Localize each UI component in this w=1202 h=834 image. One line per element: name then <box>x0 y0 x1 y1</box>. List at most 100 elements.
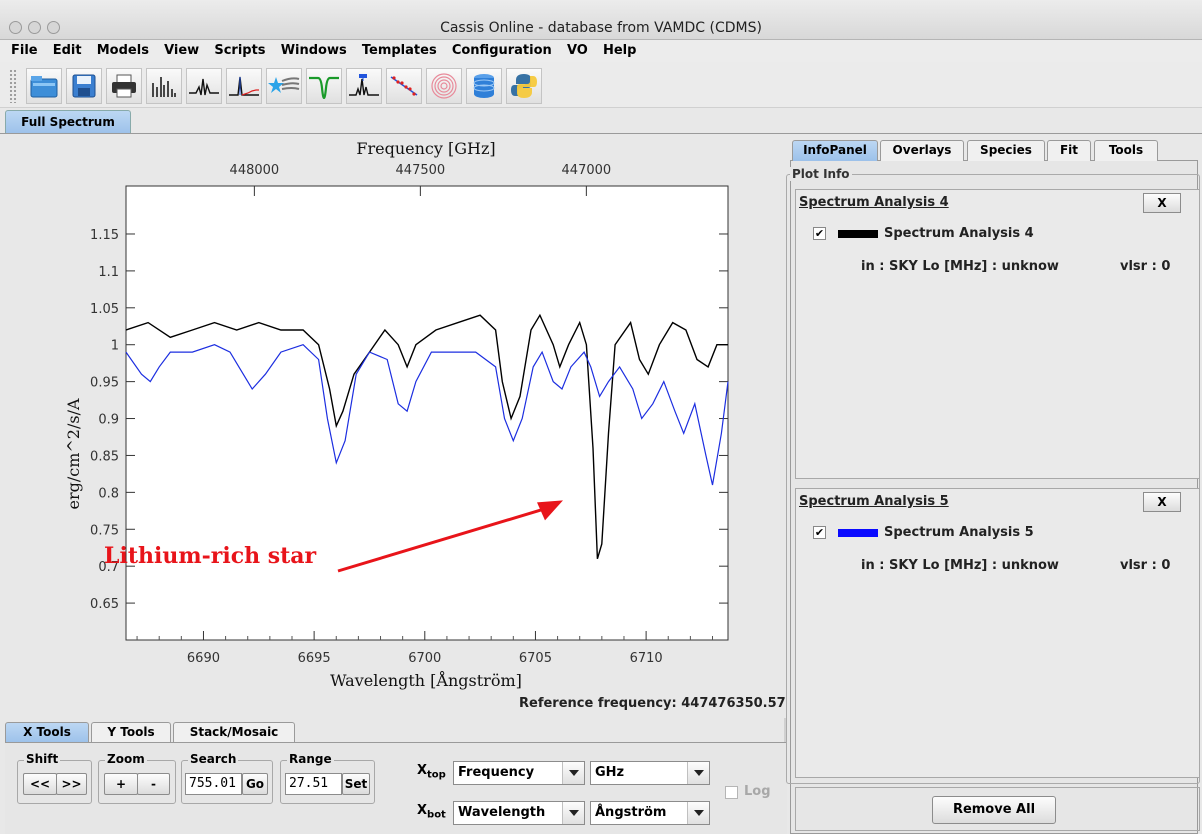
series-vlsr: vlsr : 0 <box>1120 259 1171 274</box>
reference-frequency: Reference frequency: 447476350.57 <box>519 696 786 711</box>
toolbar <box>0 62 1202 108</box>
rotational-diagram-icon[interactable] <box>386 68 422 104</box>
menu-scripts[interactable]: Scripts <box>214 43 266 58</box>
search-group: Search <box>181 752 273 804</box>
chevron-down-icon[interactable] <box>562 802 584 824</box>
menu-windows[interactable]: Windows <box>280 43 347 58</box>
annotation-arrow <box>337 504 554 573</box>
x-bot-unit-select[interactable]: Ångström <box>590 801 710 825</box>
range-group: Range <box>280 752 375 804</box>
spectrum-analysis-card: Spectrum Analysis 5 X ✔ Spectrum Analysi… <box>795 488 1200 778</box>
zoom-in-button[interactable]: + <box>104 773 138 795</box>
menu-models[interactable]: Models <box>96 43 149 58</box>
close-analysis-button[interactable]: X <box>1143 193 1181 213</box>
plot-frame <box>125 185 729 641</box>
save-icon[interactable] <box>66 68 102 104</box>
remove-all-button[interactable]: Remove All <box>932 796 1056 824</box>
chevron-down-icon[interactable] <box>687 762 709 784</box>
range-set-button[interactable]: Set <box>342 773 370 795</box>
line-identification-icon[interactable] <box>346 68 382 104</box>
x-tick-label: 6695 <box>298 651 331 666</box>
chevron-down-icon[interactable] <box>687 802 709 824</box>
tab-species[interactable]: Species <box>967 140 1045 161</box>
absorption-line-icon[interactable] <box>306 68 342 104</box>
y-tick-label: 1.1 <box>98 265 119 280</box>
chevron-down-icon[interactable] <box>562 762 584 784</box>
range-input[interactable]: 27.51 <box>285 773 342 795</box>
log-label: Log <box>744 784 771 799</box>
x-bot-label: Xbot <box>417 803 446 821</box>
x-top-quantity-select[interactable]: Frequency <box>453 761 585 785</box>
window-title: Cassis Online - database from VAMDC (CDM… <box>440 20 762 36</box>
y-tick-label: 0.75 <box>90 523 119 538</box>
top-axis-title: Frequency [GHz] <box>356 139 495 158</box>
title-bar: Cassis Online - database from VAMDC (CDM… <box>0 0 1202 40</box>
top-tick-label: 447000 <box>562 163 612 178</box>
annotation-text: Lithium-rich star <box>104 543 317 569</box>
y-tick-label: 1 <box>111 339 119 354</box>
y-tick-label: 0.95 <box>90 376 119 391</box>
spectrum-lines-icon[interactable] <box>146 68 182 104</box>
y-tick-label: 0.8 <box>98 486 119 501</box>
tab-infopanel[interactable]: InfoPanel <box>792 140 878 161</box>
tab-tools[interactable]: Tools <box>1094 140 1158 161</box>
visibility-checkbox[interactable]: ✔ <box>813 227 826 240</box>
x-top-label: Xtop <box>417 763 446 781</box>
toolbar-grip-icon[interactable] <box>9 69 17 103</box>
menu-templates[interactable]: Templates <box>361 43 437 58</box>
tab-overlays[interactable]: Overlays <box>880 140 964 161</box>
search-input[interactable]: 755.01 <box>185 773 242 795</box>
spectrum-plot[interactable]: Frequency [GHz] 6690 6695 6700 6705 6710 4480… <box>0 134 790 718</box>
series-line-1[interactable] <box>125 313 728 559</box>
tab-fit[interactable]: Fit <box>1047 140 1091 161</box>
close-analysis-button[interactable]: X <box>1143 492 1181 512</box>
series-line-2[interactable] <box>125 344 729 486</box>
spectrum-analysis-card: Spectrum Analysis 4 X ✔ Spectrum Analysi… <box>795 189 1200 479</box>
plot-info-title: Plot Info <box>790 167 852 181</box>
print-icon[interactable] <box>106 68 142 104</box>
log-checkbox[interactable] <box>725 786 738 799</box>
top-tick-label: 448000 <box>230 163 280 178</box>
database-icon[interactable] <box>466 68 502 104</box>
tab-y-tools[interactable]: Y Tools <box>91 722 171 743</box>
x-bot-quantity-select[interactable]: Wavelength <box>453 801 585 825</box>
open-folder-icon[interactable] <box>26 68 62 104</box>
spectrum-analysis-header: Spectrum Analysis 4 <box>799 195 949 210</box>
menu-help[interactable]: Help <box>602 43 637 58</box>
menu-configuration[interactable]: Configuration <box>451 43 552 58</box>
search-go-button[interactable]: Go <box>242 773 268 795</box>
y-tick-label: 0.7 <box>98 560 119 575</box>
python-icon[interactable] <box>506 68 542 104</box>
series-color-swatch <box>838 529 878 537</box>
annotation-arrowhead <box>536 500 563 521</box>
tab-x-tools[interactable]: X Tools <box>5 722 89 743</box>
spectrum-chart-svg[interactable]: Frequency [GHz] 6690 6695 6700 6705 6710 4480… <box>0 134 784 718</box>
menu-vo[interactable]: VO <box>566 43 588 58</box>
comet-star-icon[interactable] <box>266 68 302 104</box>
zoom-group: Zoom <box>98 752 176 804</box>
close-window-icon[interactable] <box>9 21 22 34</box>
menu-bar: File Edit Models View Scripts Windows Te… <box>0 40 1202 62</box>
zoom-window-icon[interactable] <box>47 21 60 34</box>
plot-area[interactable] <box>126 186 728 640</box>
tab-full-spectrum[interactable]: Full Spectrum <box>5 110 131 134</box>
spectrum-peak-icon[interactable] <box>226 68 262 104</box>
tab-stack-mosaic[interactable]: Stack/Mosaic <box>173 722 295 743</box>
series-info: in : SKY Lo [MHz] : unknow <box>861 558 1059 573</box>
rings-icon[interactable] <box>426 68 462 104</box>
menu-view[interactable]: View <box>164 43 200 58</box>
shift-left-button[interactable]: << <box>23 773 57 795</box>
x-axis-title: Wavelength [Ångström] <box>330 670 522 690</box>
visibility-checkbox[interactable]: ✔ <box>813 526 826 539</box>
menu-edit[interactable]: Edit <box>52 43 82 58</box>
y-tick-label: 0.85 <box>90 449 119 464</box>
line-spectrum-icon[interactable] <box>186 68 222 104</box>
x-tick-label: 6705 <box>519 651 552 666</box>
zoom-out-button[interactable]: - <box>137 773 170 795</box>
shift-right-button[interactable]: >> <box>56 773 87 795</box>
plot-info-box <box>786 174 1200 784</box>
remove-all-box <box>795 787 1200 831</box>
minimize-window-icon[interactable] <box>28 21 41 34</box>
x-top-unit-select[interactable]: GHz <box>590 761 710 785</box>
menu-file[interactable]: File <box>11 43 38 58</box>
